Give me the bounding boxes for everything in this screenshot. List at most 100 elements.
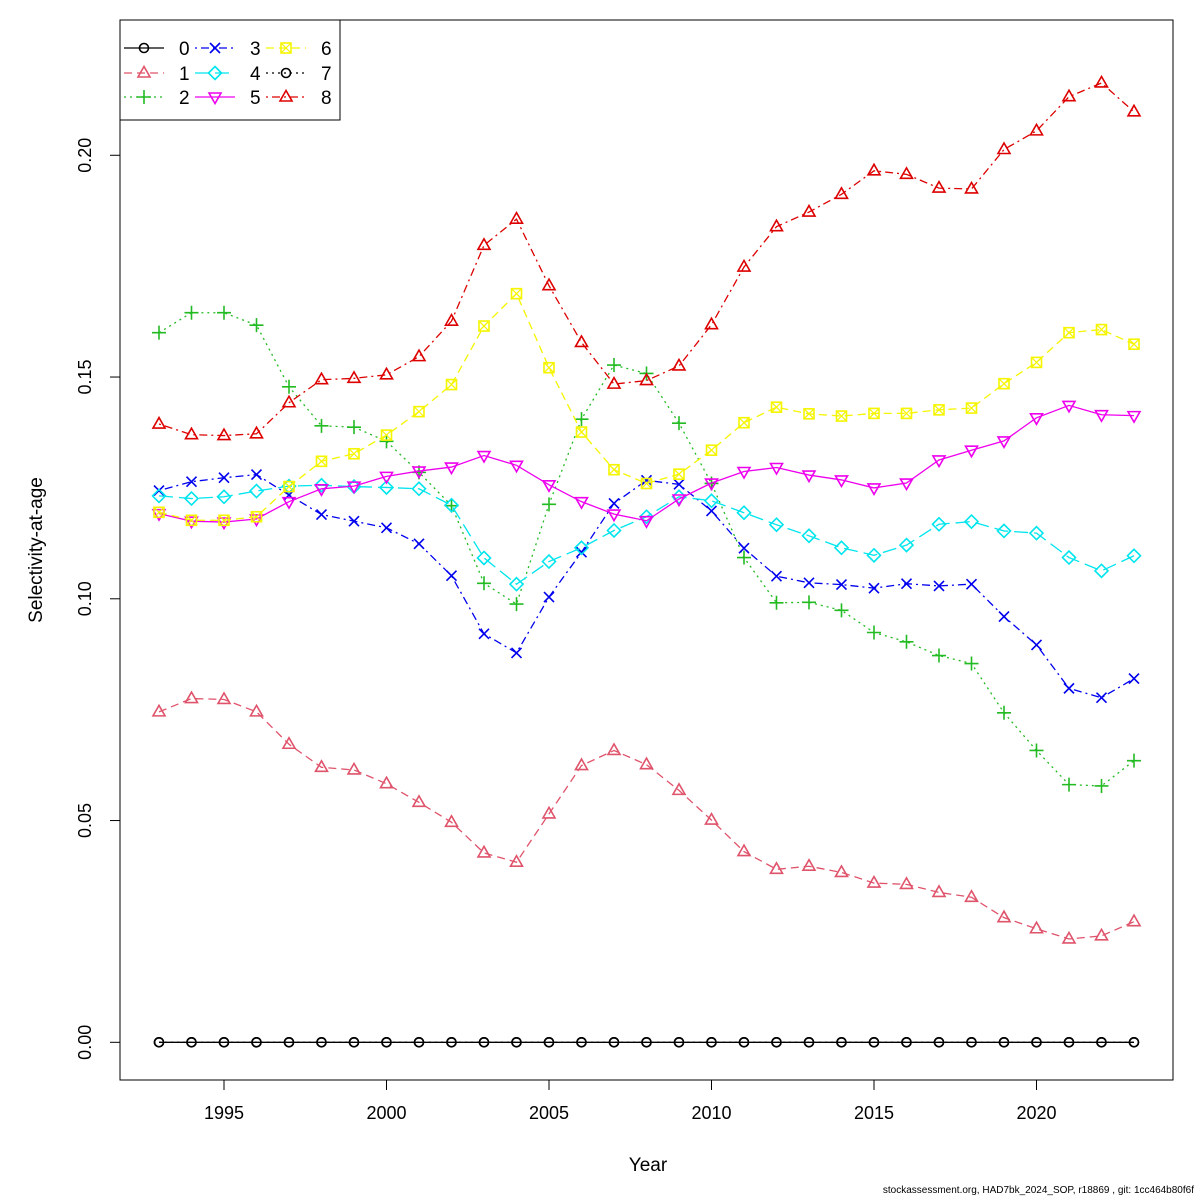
- series-7-point: [543, 1037, 555, 1048]
- legend-marker: [136, 64, 152, 78]
- series-7-point: [998, 1037, 1010, 1048]
- series-4-point: [931, 516, 947, 532]
- series-7-point: [478, 1037, 490, 1048]
- series-6-point: [608, 463, 620, 476]
- legend-marker: [280, 67, 292, 79]
- series-8-point: [899, 166, 914, 180]
- series-2-point: [867, 625, 881, 640]
- series-4-point: [996, 523, 1012, 539]
- series-3-point: [900, 578, 913, 590]
- series-1-point: [801, 858, 817, 872]
- series-6-point: [348, 447, 360, 460]
- series-2-point: [217, 305, 231, 320]
- series-4-point: [378, 479, 395, 496]
- series-2-point: [347, 420, 361, 435]
- series-7-point: [933, 1037, 945, 1048]
- series-5-point: [444, 462, 459, 476]
- series-1-point: [1061, 930, 1077, 944]
- series-1-point: [704, 811, 719, 825]
- series-2-point: [997, 705, 1011, 720]
- series-2-point: [379, 434, 394, 449]
- series-6-point: [250, 510, 263, 523]
- series-6-point: [868, 407, 880, 420]
- series-7-point: [316, 1037, 327, 1048]
- series-6-point: [283, 480, 295, 493]
- series-4-point: [606, 522, 622, 539]
- series-7-point: [706, 1037, 717, 1048]
- series-8-point: [769, 218, 784, 232]
- series-6-point: [218, 514, 230, 527]
- series-7-point: [1063, 1037, 1075, 1048]
- series-2-line: [158, 312, 1135, 787]
- series-6-point: [1030, 356, 1043, 369]
- series-8-point: [379, 366, 394, 380]
- series-3-point: [1063, 682, 1075, 694]
- series-8-point: [216, 427, 232, 441]
- series-1-point: [769, 861, 784, 875]
- series-6-point: [413, 405, 425, 418]
- series-5-point: [834, 475, 849, 489]
- series-2-point: [834, 603, 849, 618]
- series-4-point: [476, 550, 492, 566]
- legend-label: 7: [321, 64, 332, 85]
- legend-label: 8: [321, 88, 332, 109]
- series-6-point: [705, 444, 718, 457]
- series-3-point: [933, 580, 945, 592]
- series-2-point: [249, 318, 264, 333]
- legend-item-5: 5: [195, 88, 261, 109]
- series-1-point: [151, 703, 167, 717]
- series-7-point: [1128, 1037, 1140, 1048]
- series-2-point: [802, 595, 816, 610]
- series-1-line: [158, 697, 1135, 940]
- series-4-point: [1126, 548, 1142, 564]
- series-5-point: [281, 496, 297, 510]
- series-7-point: [901, 1037, 912, 1048]
- y-tick-label: 0.20: [75, 138, 95, 173]
- series-4-point: [443, 497, 460, 513]
- series-3-point: [998, 610, 1010, 623]
- series-1-point: [1126, 913, 1142, 927]
- series-3-point: [445, 570, 458, 582]
- series-6-point: [673, 468, 685, 480]
- series-3-point: [965, 578, 978, 590]
- series-3-point: [835, 579, 848, 591]
- series-3-point: [315, 508, 328, 521]
- series-7-point: [153, 1037, 165, 1048]
- series-3-point: [738, 542, 750, 554]
- series-7-point: [738, 1037, 750, 1048]
- series-8-point: [639, 372, 654, 386]
- series-8-point: [931, 179, 947, 193]
- series-4-point: [866, 547, 882, 563]
- series-5-point: [1126, 410, 1142, 424]
- series-4-point: [313, 477, 330, 493]
- series-4-point: [736, 505, 752, 521]
- series-3-line: [158, 473, 1135, 699]
- series-6-point: [1095, 323, 1108, 336]
- series-2-point: [1029, 743, 1044, 758]
- series-6-point: [153, 506, 165, 519]
- series-5-point: [346, 481, 362, 495]
- series-8-point: [476, 237, 492, 251]
- x-axis-title: Year: [629, 1155, 668, 1176]
- legend-label: 6: [321, 39, 332, 60]
- series-7-point: [218, 1037, 230, 1048]
- x-tick-label: 2000: [366, 1103, 406, 1123]
- series-6-point: [965, 402, 978, 414]
- series-4-point: [248, 483, 265, 499]
- series-8-point: [346, 370, 362, 384]
- series-6-point: [1128, 338, 1140, 351]
- series-3-point: [673, 478, 685, 490]
- series-5-point: [509, 460, 524, 474]
- legend: 0 1 2 3 4 5 6 7 8: [119, 19, 341, 121]
- series-8-point: [314, 371, 329, 385]
- series-2-point: [899, 634, 914, 649]
- series-3-point: [803, 577, 815, 589]
- series-2-point: [282, 379, 296, 394]
- series-7-point: [868, 1037, 880, 1048]
- series-8-point: [1094, 74, 1109, 88]
- series-1-point: [216, 691, 232, 705]
- series-8-point: [996, 141, 1012, 155]
- series-2-point: [932, 648, 946, 663]
- series-3-point: [770, 570, 783, 582]
